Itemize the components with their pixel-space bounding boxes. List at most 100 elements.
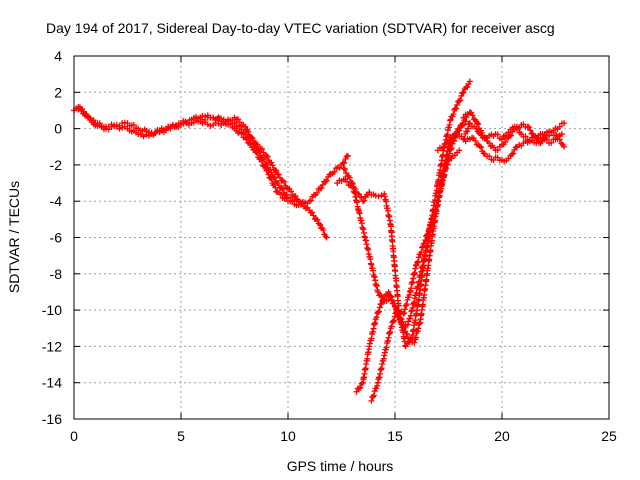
data-point xyxy=(458,121,465,128)
x-tick-label: 10 xyxy=(280,428,296,444)
data-point xyxy=(322,178,329,185)
data-point xyxy=(295,198,302,205)
data-point xyxy=(256,148,263,155)
data-point xyxy=(408,308,415,315)
data-point xyxy=(76,104,83,111)
x-tick-label: 20 xyxy=(494,428,510,444)
x-axis-label: GPS time / hours xyxy=(287,458,394,474)
data-point xyxy=(424,231,431,238)
data-point xyxy=(554,136,561,143)
data-point xyxy=(465,121,472,128)
data-point xyxy=(307,197,314,204)
data-point xyxy=(343,170,350,177)
data-point xyxy=(460,89,467,96)
data-point xyxy=(450,111,457,118)
data-point xyxy=(292,193,299,200)
data-point xyxy=(399,318,406,325)
data-point xyxy=(548,139,555,146)
data-point xyxy=(486,140,493,147)
data-point xyxy=(431,213,438,220)
data-point xyxy=(374,382,381,389)
data-point xyxy=(486,153,493,160)
data-point xyxy=(268,159,275,166)
data-point xyxy=(202,113,209,120)
data-point xyxy=(428,219,435,226)
data-point xyxy=(550,129,557,136)
data-point xyxy=(376,304,383,311)
data-point xyxy=(419,243,426,250)
data-point xyxy=(264,153,271,160)
data-point xyxy=(458,92,465,99)
data-point xyxy=(448,155,455,162)
data-point xyxy=(460,114,467,121)
data-point xyxy=(406,315,413,322)
data-point xyxy=(346,174,353,181)
x-tick-label: 15 xyxy=(387,428,403,444)
data-point xyxy=(278,184,285,191)
data-point xyxy=(268,169,275,176)
data-point xyxy=(556,123,563,130)
tick-labels: 0 5 10 15 20 25 -16 -14 -12 -10 -8 -6 -4 -2 0 2 4 xyxy=(42,48,617,444)
data-point xyxy=(357,384,364,391)
data-point xyxy=(510,150,517,157)
data-point xyxy=(310,212,317,219)
data-point xyxy=(388,293,395,300)
data-point xyxy=(474,119,481,126)
data-point xyxy=(472,137,479,144)
data-point xyxy=(269,162,276,169)
data-point xyxy=(441,143,448,150)
data-point xyxy=(374,288,381,295)
data-point xyxy=(459,90,466,97)
data-point xyxy=(418,249,425,256)
y-tick-label: -6 xyxy=(50,230,63,246)
data-point xyxy=(415,258,422,265)
data-point xyxy=(283,191,290,198)
x-tick-label: 5 xyxy=(177,428,185,444)
data-point xyxy=(464,84,471,91)
x-tick-label: 0 xyxy=(70,428,78,444)
data-point xyxy=(466,120,473,127)
data-point xyxy=(135,131,142,138)
series-track-j xyxy=(462,131,565,165)
data-point xyxy=(561,143,568,150)
data-point xyxy=(380,297,387,304)
data-point xyxy=(267,166,274,173)
data-point xyxy=(368,397,375,404)
x-tick-label: 25 xyxy=(601,428,617,444)
data-point xyxy=(262,160,269,167)
data-point xyxy=(249,137,256,144)
data-point xyxy=(457,97,464,104)
data-point xyxy=(358,380,365,387)
y-tick-label: -4 xyxy=(50,193,63,209)
data-point xyxy=(323,177,330,184)
data-point xyxy=(385,288,392,295)
data-point xyxy=(406,335,413,342)
data-point xyxy=(309,209,316,216)
data-point xyxy=(344,152,351,159)
data-point xyxy=(263,161,270,168)
data-point xyxy=(407,312,414,319)
data-point xyxy=(288,188,295,195)
data-marks xyxy=(71,78,568,404)
data-point xyxy=(451,137,458,144)
data-point xyxy=(280,178,287,185)
data-point xyxy=(558,131,565,138)
data-point xyxy=(252,143,259,150)
data-point xyxy=(361,197,368,204)
data-point xyxy=(475,121,482,128)
data-point xyxy=(370,392,377,399)
data-point xyxy=(447,146,454,153)
series-track-g xyxy=(368,111,471,404)
data-point xyxy=(447,116,454,123)
data-point xyxy=(456,127,463,134)
data-point xyxy=(390,317,397,324)
data-point xyxy=(525,124,532,131)
data-point xyxy=(323,234,330,241)
data-point xyxy=(314,189,321,196)
data-point xyxy=(426,225,433,232)
data-point xyxy=(245,128,252,135)
chart-title: Day 194 of 2017, Sidereal Day-to-day VTE… xyxy=(46,20,555,36)
data-point xyxy=(263,152,270,159)
